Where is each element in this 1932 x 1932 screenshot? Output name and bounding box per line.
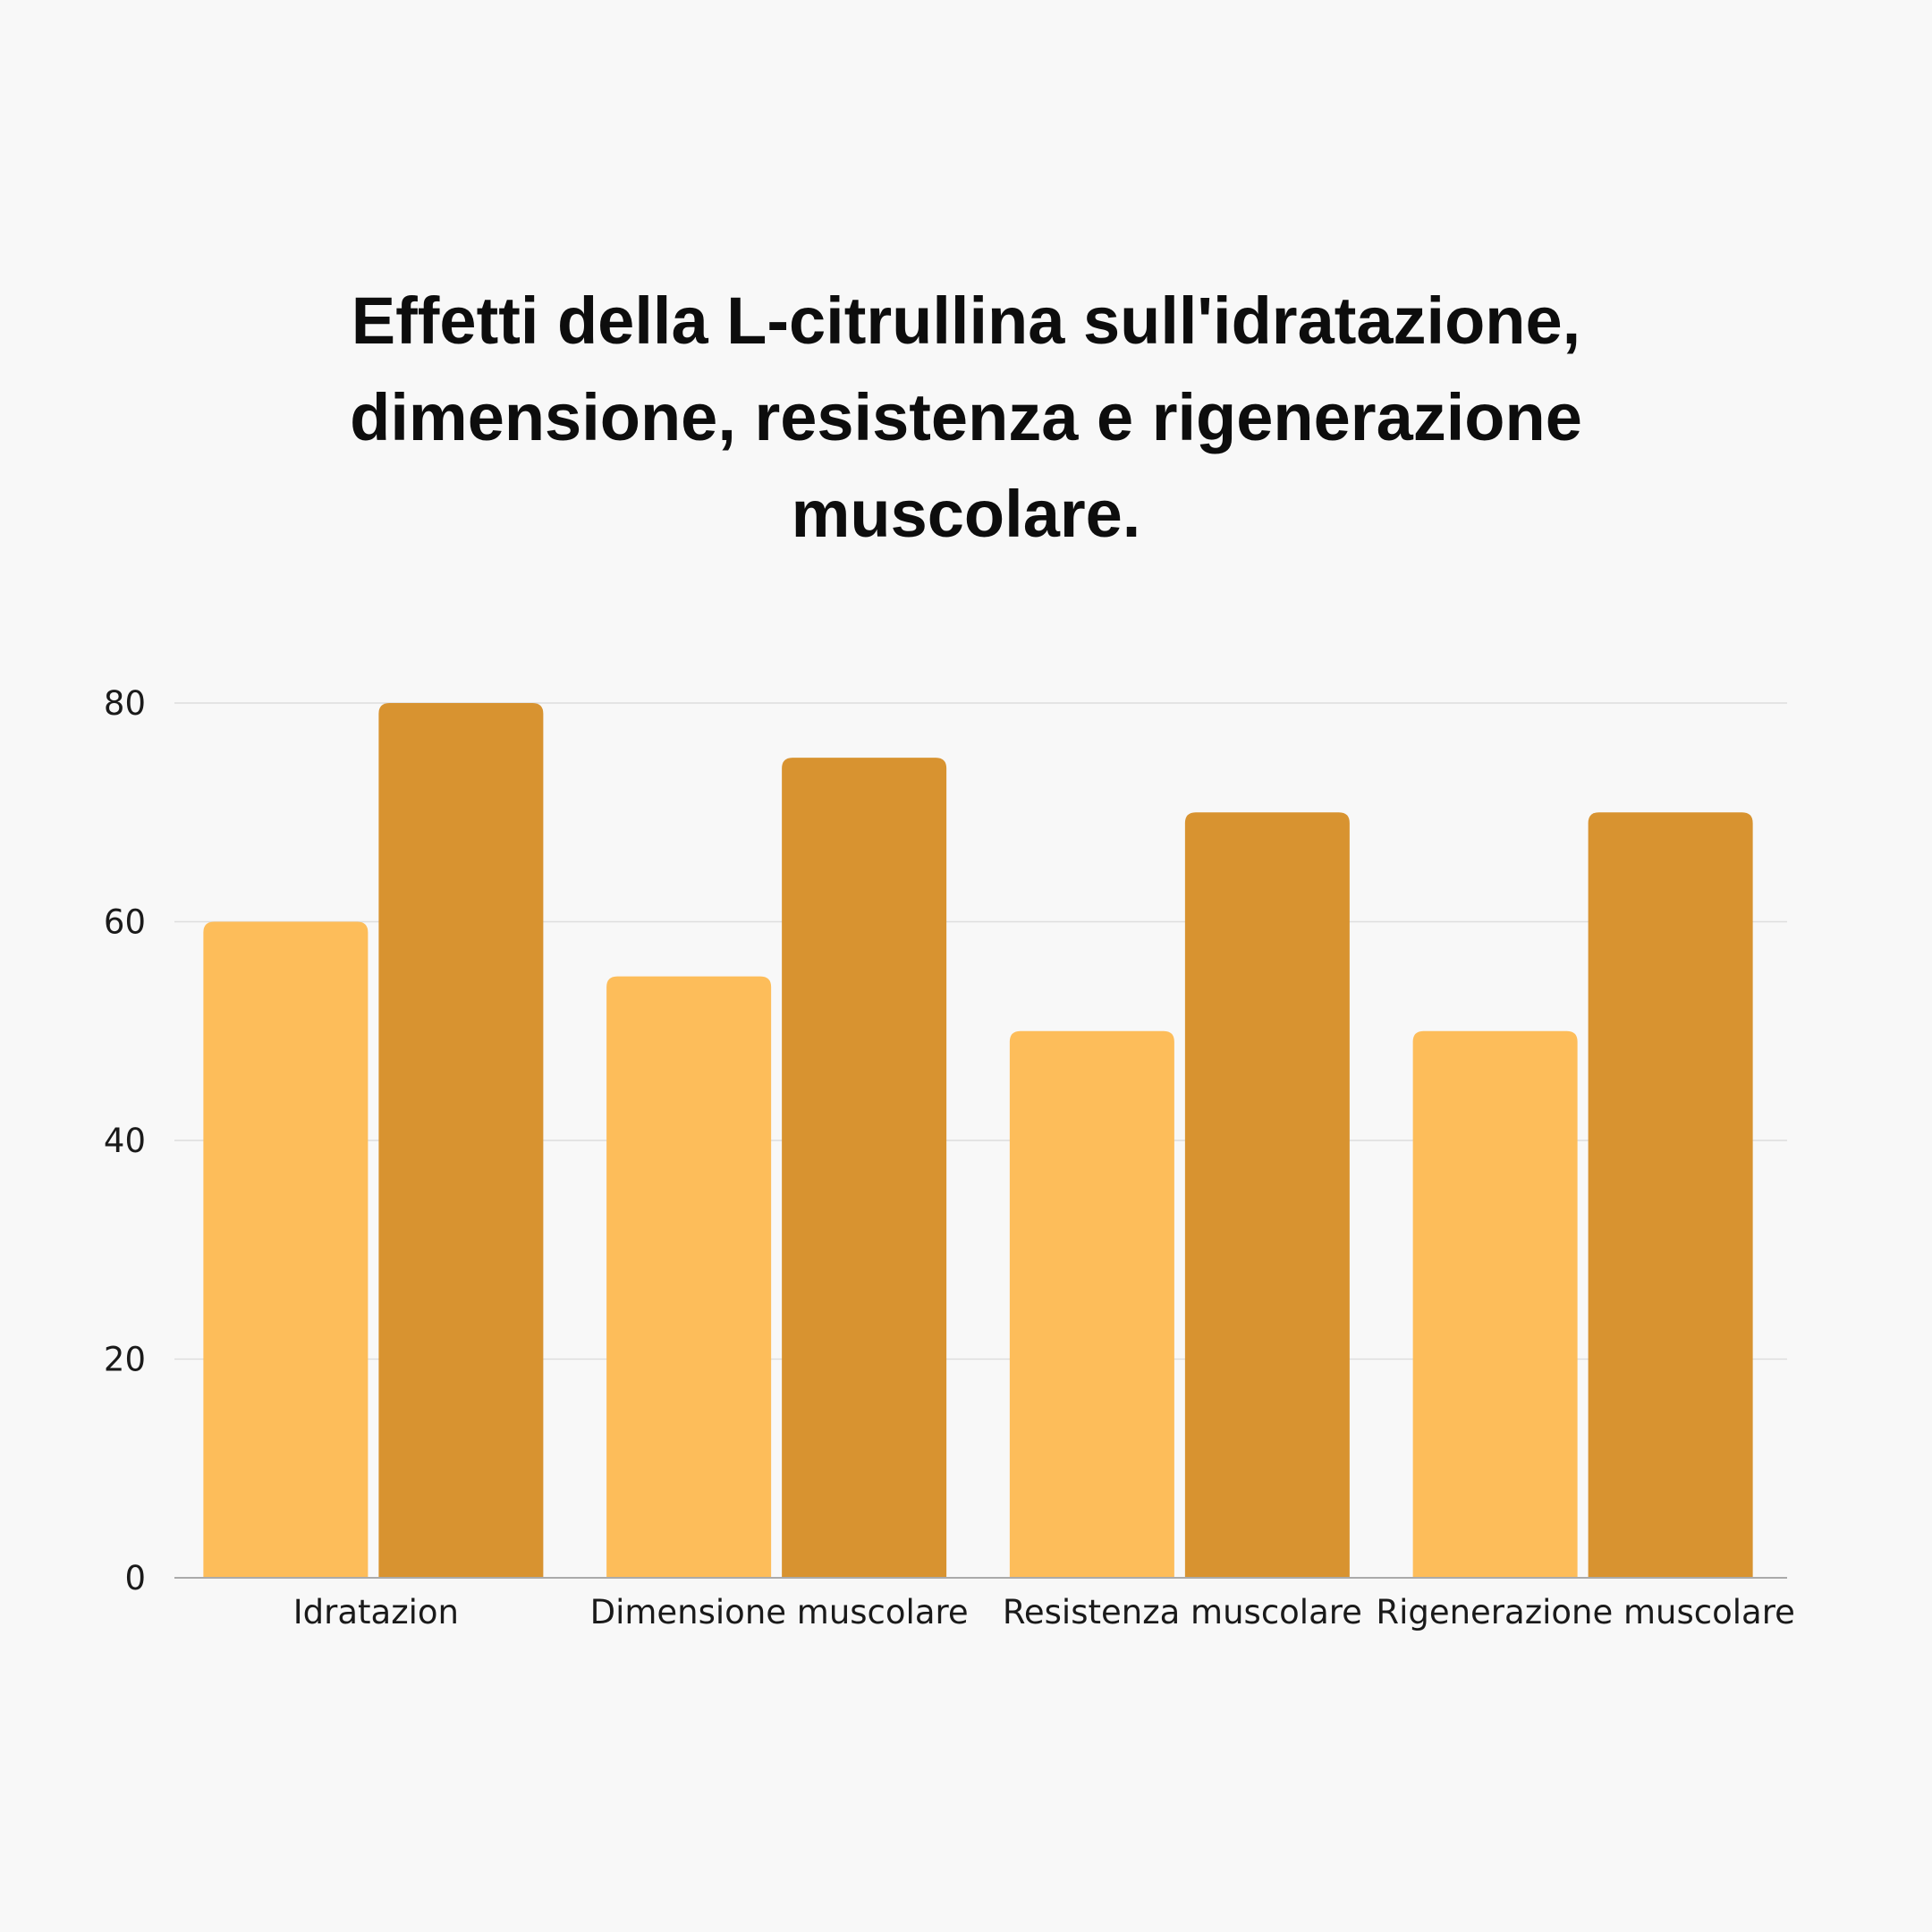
bar-1-2	[1009, 1030, 1174, 1578]
y-tick-label-60: 60	[104, 903, 146, 942]
x-tick-label-0: Idratazion	[293, 1593, 459, 1631]
x-tick-label-1: Dimensione muscolare	[590, 1593, 969, 1631]
bar-1-1	[606, 976, 772, 1578]
bar-2-3	[1588, 812, 1753, 1578]
x-tick-label-2: Resistenza muscolare	[1003, 1593, 1362, 1631]
y-tick-label-40: 40	[104, 1122, 146, 1160]
y-tick-label-80: 80	[104, 684, 146, 723]
bar-2-1	[782, 758, 947, 1578]
chart-title: Effetti della L-citrullina sull'idratazi…	[350, 284, 1582, 551]
bar-1-0	[203, 921, 369, 1578]
y-tick-label-20: 20	[104, 1341, 146, 1379]
axis-labels: 0 20 40 60 80 Idratazion Dimensione muscolare R…	[104, 684, 1795, 1631]
bar-2-0	[378, 703, 544, 1578]
x-tick-label-3: Rigenerazione muscolare	[1376, 1593, 1795, 1631]
bars	[203, 703, 1753, 1578]
bar-2-2	[1184, 812, 1350, 1578]
bar-1-3	[1412, 1030, 1578, 1578]
y-tick-label-0: 0	[124, 1559, 146, 1597]
